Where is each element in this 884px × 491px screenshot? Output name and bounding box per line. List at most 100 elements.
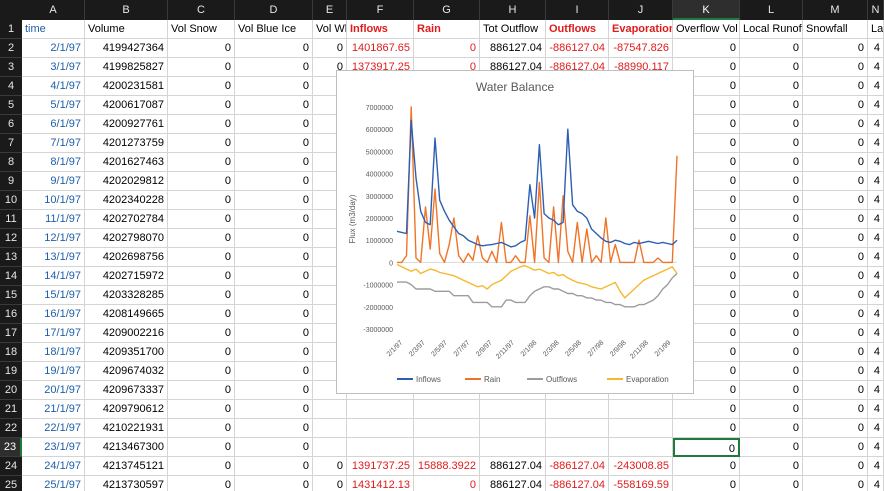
row-number-12[interactable]: 12: [0, 229, 22, 248]
cell-m2[interactable]: 0: [803, 39, 868, 58]
cell-m13[interactable]: 0: [803, 248, 868, 267]
cell-b15[interactable]: 4203328285: [85, 286, 168, 305]
cell-l3[interactable]: 0: [740, 58, 803, 77]
cell-n11[interactable]: 4: [868, 210, 884, 229]
cell-i25[interactable]: -886127.04: [546, 476, 609, 491]
cell-c7[interactable]: 0: [168, 134, 235, 153]
cell-h25[interactable]: 886127.04: [480, 476, 546, 491]
cell-f25[interactable]: 1431412.13: [347, 476, 414, 491]
cell-m18[interactable]: 0: [803, 343, 868, 362]
cell-m7[interactable]: 0: [803, 134, 868, 153]
cell-b3[interactable]: 4199825827: [85, 58, 168, 77]
header-cell-g[interactable]: Rain: [414, 20, 480, 39]
column-header-f[interactable]: F: [347, 0, 414, 20]
cell-n4[interactable]: 4: [868, 77, 884, 96]
cell-a15[interactable]: 15/1/97: [22, 286, 85, 305]
cell-d11[interactable]: 0: [235, 210, 313, 229]
column-header-j[interactable]: J: [609, 0, 673, 20]
cell-l10[interactable]: 0: [740, 191, 803, 210]
cell-l17[interactable]: 0: [740, 324, 803, 343]
cell-b8[interactable]: 4201627463: [85, 153, 168, 172]
cell-k25[interactable]: 0: [673, 476, 740, 491]
column-header-b[interactable]: B: [85, 0, 168, 20]
cell-f23[interactable]: [347, 438, 414, 457]
cell-g21[interactable]: [414, 400, 480, 419]
cell-c23[interactable]: 0: [168, 438, 235, 457]
cell-d20[interactable]: 0: [235, 381, 313, 400]
column-header-m[interactable]: M: [803, 0, 868, 20]
cell-f22[interactable]: [347, 419, 414, 438]
cell-m12[interactable]: 0: [803, 229, 868, 248]
cell-l13[interactable]: 0: [740, 248, 803, 267]
cell-b9[interactable]: 4202029812: [85, 172, 168, 191]
cell-d12[interactable]: 0: [235, 229, 313, 248]
column-header-n[interactable]: N: [868, 0, 884, 20]
column-header-h[interactable]: H: [480, 0, 546, 20]
cell-d15[interactable]: 0: [235, 286, 313, 305]
cell-d2[interactable]: 0: [235, 39, 313, 58]
cell-c18[interactable]: 0: [168, 343, 235, 362]
row-number-4[interactable]: 4: [0, 77, 22, 96]
water-balance-chart[interactable]: Water Balance 7000000 6000000 5000000 400000…: [336, 70, 694, 394]
cell-h23[interactable]: [480, 438, 546, 457]
row-number-3[interactable]: 3: [0, 58, 22, 77]
cell-k2[interactable]: 0: [673, 39, 740, 58]
cell-b11[interactable]: 4202702784: [85, 210, 168, 229]
cell-a25[interactable]: 25/1/97: [22, 476, 85, 491]
cell-d5[interactable]: 0: [235, 96, 313, 115]
header-cell-a[interactable]: time: [22, 20, 85, 39]
cell-n10[interactable]: 4: [868, 191, 884, 210]
cell-k22[interactable]: 0: [673, 419, 740, 438]
cell-g2[interactable]: 0: [414, 39, 480, 58]
cell-a8[interactable]: 8/1/97: [22, 153, 85, 172]
row-number-21[interactable]: 21: [0, 400, 22, 419]
cell-l25[interactable]: 0: [740, 476, 803, 491]
cell-m3[interactable]: 0: [803, 58, 868, 77]
cell-c25[interactable]: 0: [168, 476, 235, 491]
row-number-11[interactable]: 11: [0, 210, 22, 229]
cell-m14[interactable]: 0: [803, 267, 868, 286]
cell-c22[interactable]: 0: [168, 419, 235, 438]
cell-a19[interactable]: 19/1/97: [22, 362, 85, 381]
cell-n5[interactable]: 4: [868, 96, 884, 115]
row-number-15[interactable]: 15: [0, 286, 22, 305]
cell-l19[interactable]: 0: [740, 362, 803, 381]
cell-a18[interactable]: 18/1/97: [22, 343, 85, 362]
cell-n22[interactable]: 4: [868, 419, 884, 438]
header-cell-f[interactable]: Inflows: [347, 20, 414, 39]
cell-k23[interactable]: 0: [673, 438, 740, 457]
cell-a2[interactable]: 2/1/97: [22, 39, 85, 58]
row-number-20[interactable]: 20: [0, 381, 22, 400]
cell-a23[interactable]: 23/1/97: [22, 438, 85, 457]
cell-b7[interactable]: 4201273759: [85, 134, 168, 153]
cell-h24[interactable]: 886127.04: [480, 457, 546, 476]
cell-a21[interactable]: 21/1/97: [22, 400, 85, 419]
cell-b6[interactable]: 4200927761: [85, 115, 168, 134]
header-cell-k[interactable]: Overflow Vol: [673, 20, 740, 39]
cell-e2[interactable]: 0: [313, 39, 347, 58]
cell-d6[interactable]: 0: [235, 115, 313, 134]
cell-m10[interactable]: 0: [803, 191, 868, 210]
cell-l11[interactable]: 0: [740, 210, 803, 229]
header-cell-d[interactable]: Vol Blue Ice: [235, 20, 313, 39]
cell-c3[interactable]: 0: [168, 58, 235, 77]
cell-j24[interactable]: -243008.85: [609, 457, 673, 476]
cell-n19[interactable]: 4: [868, 362, 884, 381]
cell-n13[interactable]: 4: [868, 248, 884, 267]
cell-m15[interactable]: 0: [803, 286, 868, 305]
cell-d17[interactable]: 0: [235, 324, 313, 343]
cell-l8[interactable]: 0: [740, 153, 803, 172]
cell-d22[interactable]: 0: [235, 419, 313, 438]
cell-c9[interactable]: 0: [168, 172, 235, 191]
cell-b10[interactable]: 4202340228: [85, 191, 168, 210]
cell-d10[interactable]: 0: [235, 191, 313, 210]
cell-e25[interactable]: 0: [313, 476, 347, 491]
row-number-7[interactable]: 7: [0, 134, 22, 153]
cell-a11[interactable]: 11/1/97: [22, 210, 85, 229]
cell-a4[interactable]: 4/1/97: [22, 77, 85, 96]
cell-a14[interactable]: 14/1/97: [22, 267, 85, 286]
row-number-19[interactable]: 19: [0, 362, 22, 381]
cell-l21[interactable]: 0: [740, 400, 803, 419]
cell-c24[interactable]: 0: [168, 457, 235, 476]
cell-n18[interactable]: 4: [868, 343, 884, 362]
